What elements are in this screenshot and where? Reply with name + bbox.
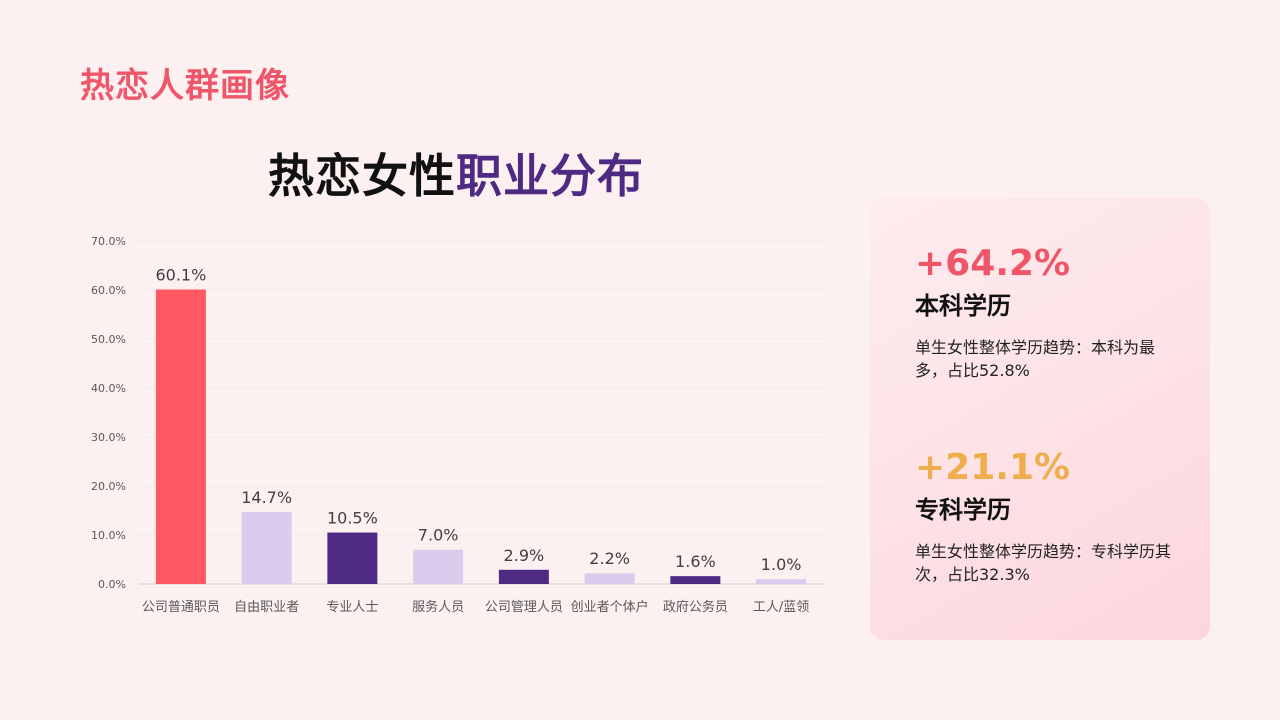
data-label: 14.7% bbox=[241, 488, 292, 507]
y-tick-label: 40.0% bbox=[91, 382, 126, 395]
y-tick-label: 20.0% bbox=[91, 480, 126, 493]
stat-bachelor: +64.2% 本科学历 单生女性整体学历趋势：本科为最多，占比52.8% bbox=[915, 242, 1185, 382]
education-stats-card: +64.2% 本科学历 单生女性整体学历趋势：本科为最多，占比52.8% +21… bbox=[870, 198, 1210, 640]
stat-label: 专科学历 bbox=[915, 496, 1011, 524]
bar bbox=[413, 549, 464, 584]
chart-title-part2: 职业分布 bbox=[456, 149, 644, 203]
data-label: 1.0% bbox=[761, 555, 802, 574]
stat-label: 本科学历 bbox=[915, 292, 1011, 320]
data-label: 2.2% bbox=[589, 549, 630, 568]
y-tick-label: 30.0% bbox=[91, 431, 126, 444]
bar bbox=[155, 289, 206, 584]
occupation-bar-chart: 0.0% 10.0% 20.0% 30.0% 40.0% 50.0% 60.0% 70.0% 6… bbox=[91, 235, 824, 615]
stat-description: 单生女性整体学历趋势：专科学历其次，占比32.3% bbox=[915, 542, 1172, 584]
chart-title: 热恋女性职业分布 bbox=[268, 140, 644, 206]
stat-associate: +21.1% 专科学历 单生女性整体学历趋势：专科学历其次，占比32.3% bbox=[915, 446, 1185, 586]
label-layer: 0.0% 10.0% 20.0% 30.0% 40.0% 50.0% 60.0% 70.0% 6… bbox=[91, 235, 809, 615]
stat-description: 单生女性整体学历趋势：本科为最多，占比52.8% bbox=[915, 338, 1156, 380]
data-label: 60.1% bbox=[155, 266, 206, 285]
x-tick-label: 公司普通职员 bbox=[142, 600, 220, 615]
data-label: 7.0% bbox=[418, 526, 459, 545]
x-tick-label: 公司管理人员 bbox=[485, 600, 563, 615]
y-tick-label: 50.0% bbox=[91, 333, 126, 346]
bar bbox=[756, 579, 807, 584]
bar bbox=[498, 569, 549, 584]
stat-value: +64.2% bbox=[915, 243, 1071, 284]
x-tick-label: 政府公务员 bbox=[663, 599, 728, 615]
y-tick-label: 0.0% bbox=[98, 578, 126, 591]
y-tick-label: 10.0% bbox=[91, 529, 126, 542]
bar bbox=[241, 511, 292, 584]
data-label: 1.6% bbox=[675, 552, 716, 571]
stat-value: +21.1% bbox=[915, 447, 1071, 488]
x-tick-label: 工人/蓝领 bbox=[753, 600, 809, 615]
page-heading: 热恋人群画像 bbox=[80, 66, 290, 106]
data-label: 2.9% bbox=[504, 546, 545, 565]
bar bbox=[584, 573, 635, 584]
bar bbox=[670, 576, 721, 584]
bar bbox=[327, 532, 378, 584]
bar-layer bbox=[155, 289, 807, 584]
grid-layer bbox=[138, 240, 824, 585]
x-tick-label: 自由职业者 bbox=[234, 600, 299, 615]
chart-title-part1: 热恋女性 bbox=[268, 149, 456, 203]
x-tick-label: 服务人员 bbox=[412, 599, 464, 615]
y-tick-label: 70.0% bbox=[91, 235, 126, 248]
x-tick-label: 专业人士 bbox=[326, 600, 378, 615]
y-tick-label: 60.0% bbox=[91, 284, 126, 297]
x-tick-label: 创业者个体户 bbox=[571, 599, 649, 615]
data-label: 10.5% bbox=[327, 509, 378, 528]
